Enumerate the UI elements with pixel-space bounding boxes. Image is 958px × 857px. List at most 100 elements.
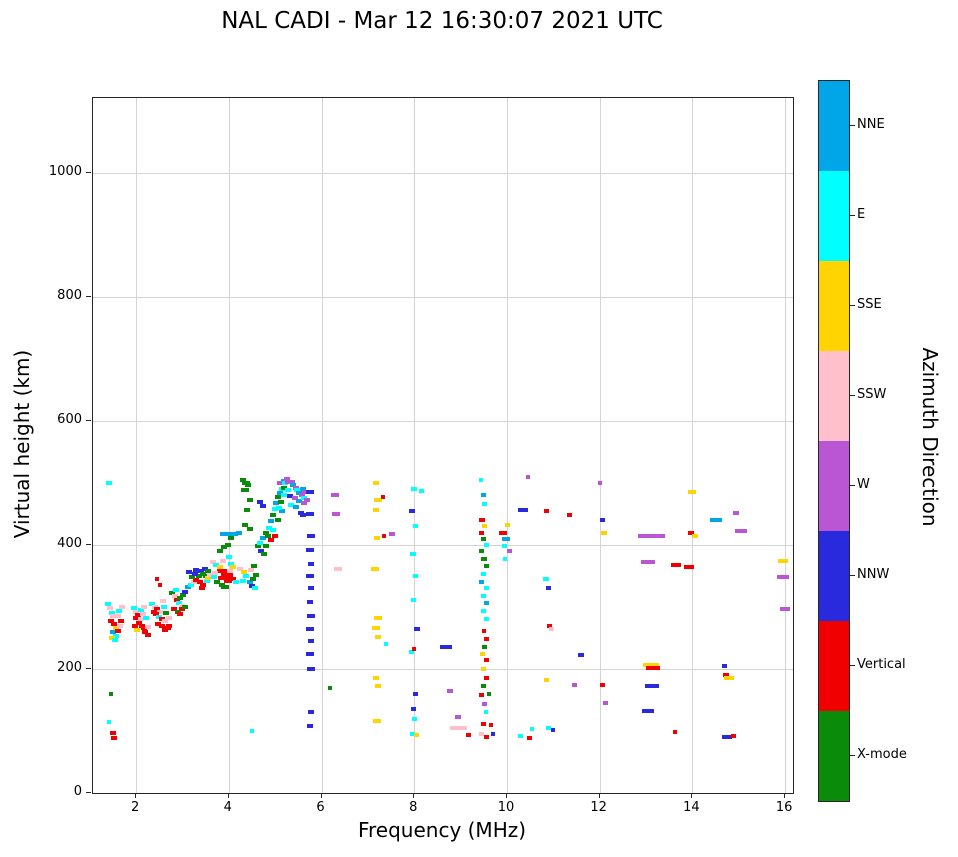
data-point <box>413 626 420 631</box>
data-point <box>482 644 488 649</box>
data-point <box>111 735 118 740</box>
data-point <box>370 566 379 571</box>
data-point <box>159 616 166 621</box>
data-point <box>209 560 216 565</box>
data-point <box>418 489 424 494</box>
data-point <box>543 678 549 683</box>
data-point <box>410 597 416 602</box>
data-point <box>138 623 145 628</box>
data-point <box>599 682 605 687</box>
colorbar-tick <box>850 755 855 756</box>
colorbar-tick <box>850 305 855 306</box>
data-point <box>135 621 142 626</box>
data-point <box>169 591 176 596</box>
data-point <box>780 606 791 611</box>
data-point <box>265 525 272 530</box>
colorbar-tick <box>850 395 855 396</box>
data-point <box>223 578 232 583</box>
data-point <box>195 574 202 578</box>
data-point <box>646 665 660 670</box>
data-point <box>193 567 200 572</box>
data-point <box>171 606 178 611</box>
colorbar-tick-label: SSE <box>857 297 882 312</box>
data-point <box>144 624 151 629</box>
data-point <box>108 636 115 640</box>
data-point <box>450 725 461 730</box>
data-point <box>374 535 381 540</box>
data-point <box>292 485 299 490</box>
data-point <box>236 531 243 536</box>
data-point <box>331 492 340 497</box>
x-tick-label: 4 <box>223 800 232 815</box>
grid-line-vertical <box>414 98 416 793</box>
data-point <box>380 494 385 499</box>
data-point <box>483 658 489 663</box>
data-point <box>482 701 488 706</box>
data-point <box>115 628 122 633</box>
data-point <box>578 653 585 658</box>
colorbar-tick-label: X-mode <box>857 747 907 762</box>
data-point <box>259 503 266 508</box>
data-point <box>218 582 225 587</box>
data-point <box>151 605 158 609</box>
data-point <box>410 707 416 712</box>
data-point <box>132 623 139 628</box>
data-point <box>412 524 418 529</box>
data-point <box>149 601 156 606</box>
data-point <box>375 684 382 689</box>
data-point <box>488 722 493 727</box>
data-point <box>374 616 383 621</box>
data-point <box>543 577 550 582</box>
data-point <box>237 566 244 571</box>
data-point <box>722 673 729 678</box>
data-point <box>114 613 121 618</box>
data-point <box>373 481 380 485</box>
grid-line-vertical <box>785 98 787 793</box>
data-point <box>244 508 251 513</box>
data-point <box>112 637 119 642</box>
data-point <box>482 524 488 529</box>
data-point <box>479 549 485 554</box>
data-point <box>216 569 227 574</box>
data-point <box>277 499 284 504</box>
data-point <box>691 533 698 538</box>
data-point <box>176 600 183 605</box>
data-point <box>112 626 119 631</box>
data-point <box>518 733 524 738</box>
data-point <box>177 612 184 617</box>
data-point <box>599 518 605 523</box>
data-point <box>479 579 485 584</box>
data-point <box>150 609 157 614</box>
data-point <box>484 710 489 715</box>
data-point <box>300 512 306 517</box>
data-point <box>154 577 159 582</box>
data-point <box>280 478 287 483</box>
data-point <box>287 494 294 499</box>
data-point <box>479 693 485 698</box>
data-point <box>307 533 316 538</box>
data-point <box>411 716 417 721</box>
data-point <box>281 485 288 490</box>
data-point <box>109 629 116 634</box>
data-point <box>547 623 553 628</box>
y-tick <box>86 172 91 174</box>
data-point <box>214 580 221 585</box>
data-point <box>251 564 258 569</box>
data-point <box>502 556 507 561</box>
data-point <box>219 531 234 536</box>
x-tick <box>320 793 322 798</box>
data-point <box>483 675 489 680</box>
data-point <box>294 488 301 493</box>
data-point <box>308 561 315 566</box>
plot-area <box>92 97 794 794</box>
data-point <box>502 536 511 541</box>
data-point <box>526 735 532 740</box>
data-point <box>257 540 264 545</box>
data-point <box>332 512 341 516</box>
data-point <box>483 601 489 606</box>
data-point <box>285 488 292 493</box>
data-point <box>483 637 489 642</box>
data-point <box>269 527 276 532</box>
data-point <box>439 645 452 650</box>
data-point <box>239 477 246 482</box>
